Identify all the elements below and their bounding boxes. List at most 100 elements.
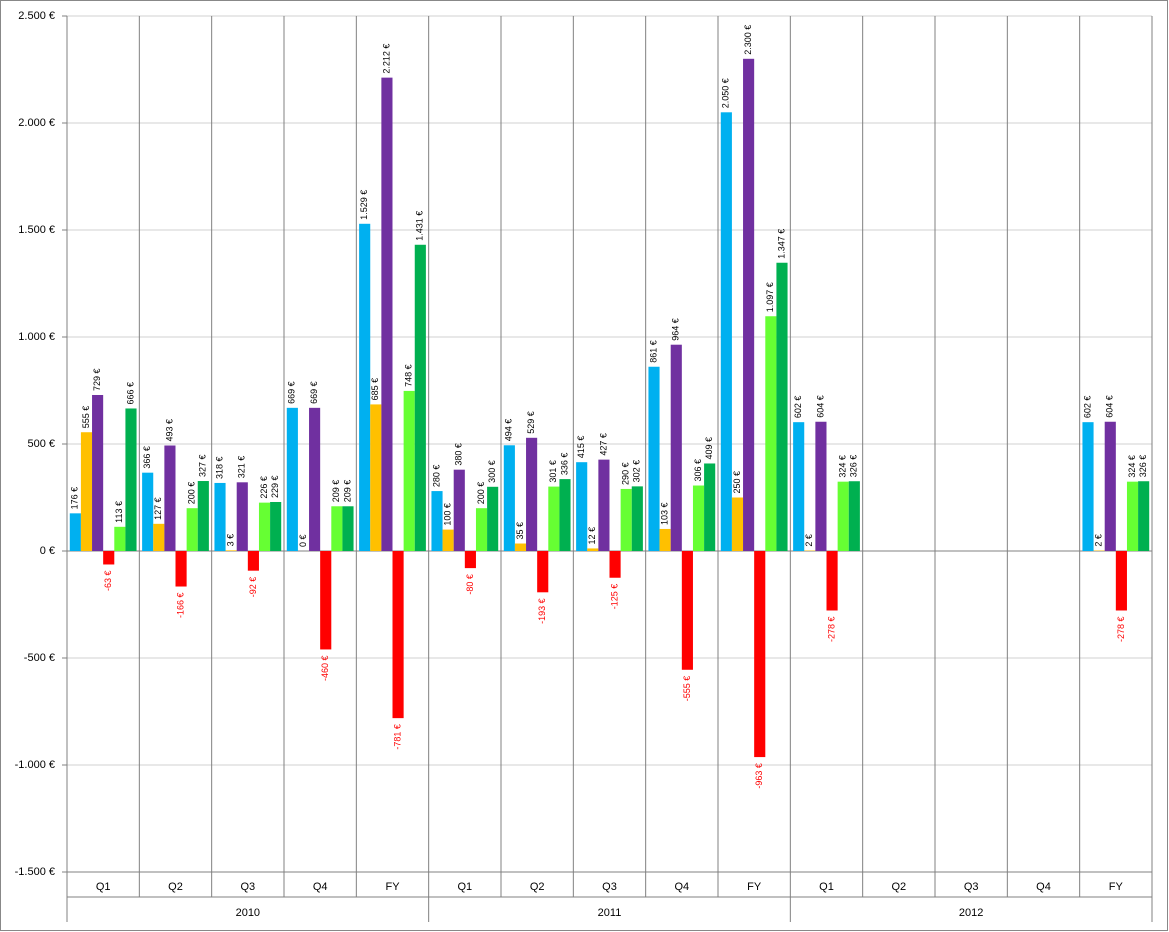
value-label: -460 € <box>320 655 330 681</box>
x-tick-label: Q2 <box>891 881 906 893</box>
bar <box>731 497 744 551</box>
value-label: 748 € <box>404 364 414 387</box>
bar <box>514 543 527 551</box>
bar <box>826 551 838 611</box>
value-label: 35 € <box>515 522 525 540</box>
y-tick-label: 1.000 € <box>18 331 55 343</box>
value-label: 0 € <box>298 534 308 547</box>
bar <box>309 407 321 551</box>
value-label: -963 € <box>754 763 764 789</box>
bar <box>175 551 187 587</box>
value-label: 427 € <box>598 433 608 456</box>
y-tick-label: 0 € <box>40 545 55 557</box>
bar <box>1138 481 1150 551</box>
y-tick-label: -500 € <box>24 652 55 664</box>
bar <box>342 506 354 551</box>
value-label: 366 € <box>142 446 152 469</box>
value-label: 12 € <box>587 527 597 545</box>
value-label: 327 € <box>198 454 208 477</box>
value-label: -125 € <box>609 584 619 610</box>
value-label: 326 € <box>849 455 859 478</box>
bar <box>320 551 332 650</box>
x-tick-label: Q2 <box>168 881 183 893</box>
bar <box>370 404 382 551</box>
value-label: -63 € <box>103 570 113 591</box>
value-label: -166 € <box>175 593 185 619</box>
y-tick-label: 2.000 € <box>18 117 55 129</box>
value-label: 280 € <box>431 465 441 488</box>
bar <box>704 463 716 551</box>
value-label: 1.431 € <box>415 211 425 241</box>
value-label: -781 € <box>392 724 402 750</box>
x-tick-label: Q3 <box>240 881 255 893</box>
value-label: 324 € <box>838 455 848 478</box>
bar <box>670 344 682 551</box>
y-tick-label: 500 € <box>27 438 55 450</box>
value-label: 209 € <box>342 480 352 503</box>
value-label: 1.097 € <box>765 282 775 312</box>
bar <box>503 445 515 551</box>
bar <box>331 506 343 551</box>
bar <box>197 481 209 551</box>
bar <box>431 491 443 551</box>
value-label: 529 € <box>526 411 536 434</box>
bar <box>69 513 81 551</box>
value-label: 326 € <box>1138 455 1148 478</box>
bar <box>815 421 827 551</box>
bar <box>270 501 282 551</box>
bar <box>765 316 777 551</box>
value-label: 336 € <box>559 453 569 476</box>
value-label: 1.347 € <box>776 229 786 259</box>
value-label: 729 € <box>92 368 102 391</box>
value-label: -278 € <box>1116 616 1126 642</box>
bar <box>359 223 371 551</box>
bar <box>754 551 766 758</box>
value-label: 2.212 € <box>381 44 391 74</box>
value-label: 3 € <box>226 534 236 547</box>
bar <box>114 526 126 551</box>
bar <box>392 551 404 719</box>
x-tick-label: FY <box>747 881 762 893</box>
bar <box>475 508 488 551</box>
bar <box>236 482 248 551</box>
value-label: 300 € <box>487 460 497 483</box>
y-tick-label: 2.500 € <box>18 10 55 22</box>
x-tick-label: Q3 <box>602 881 617 893</box>
value-label: 380 € <box>454 443 464 466</box>
bar <box>164 445 176 551</box>
value-label: -193 € <box>537 598 547 624</box>
bar <box>743 58 755 552</box>
value-label: 302 € <box>632 460 642 483</box>
bar <box>214 482 226 551</box>
value-label: 964 € <box>671 318 681 341</box>
value-label: 415 € <box>576 436 586 459</box>
bar <box>92 394 104 551</box>
bar <box>548 486 560 551</box>
value-label: 493 € <box>164 419 174 442</box>
bar <box>620 488 632 551</box>
bar <box>414 244 426 552</box>
value-label: 318 € <box>214 456 224 479</box>
value-label: 127 € <box>153 497 163 520</box>
value-label: 666 € <box>125 382 135 405</box>
bar <box>286 407 298 551</box>
bar <box>692 485 705 551</box>
value-label: 2 € <box>1094 534 1104 547</box>
value-label: 669 € <box>287 381 297 404</box>
value-label: 103 € <box>660 502 670 525</box>
value-label: 685 € <box>370 378 380 401</box>
bar <box>258 502 271 551</box>
bar <box>103 551 115 565</box>
bar <box>720 112 732 552</box>
bar <box>125 408 137 551</box>
bar <box>1126 481 1139 551</box>
value-label: 602 € <box>793 396 803 419</box>
value-label: 861 € <box>648 340 658 363</box>
bar <box>576 462 588 551</box>
x-tick-label: FY <box>385 881 400 893</box>
value-label: 113 € <box>114 501 124 523</box>
group-label: 2010 <box>236 907 260 919</box>
bar <box>225 550 237 551</box>
value-label: 1.529 € <box>359 190 369 220</box>
